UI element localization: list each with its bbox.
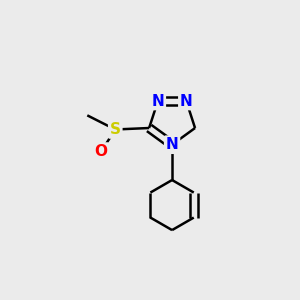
Text: O: O: [94, 144, 108, 159]
Text: N: N: [152, 94, 164, 109]
Text: S: S: [110, 122, 121, 137]
Text: N: N: [166, 137, 178, 152]
Text: N: N: [180, 94, 193, 109]
